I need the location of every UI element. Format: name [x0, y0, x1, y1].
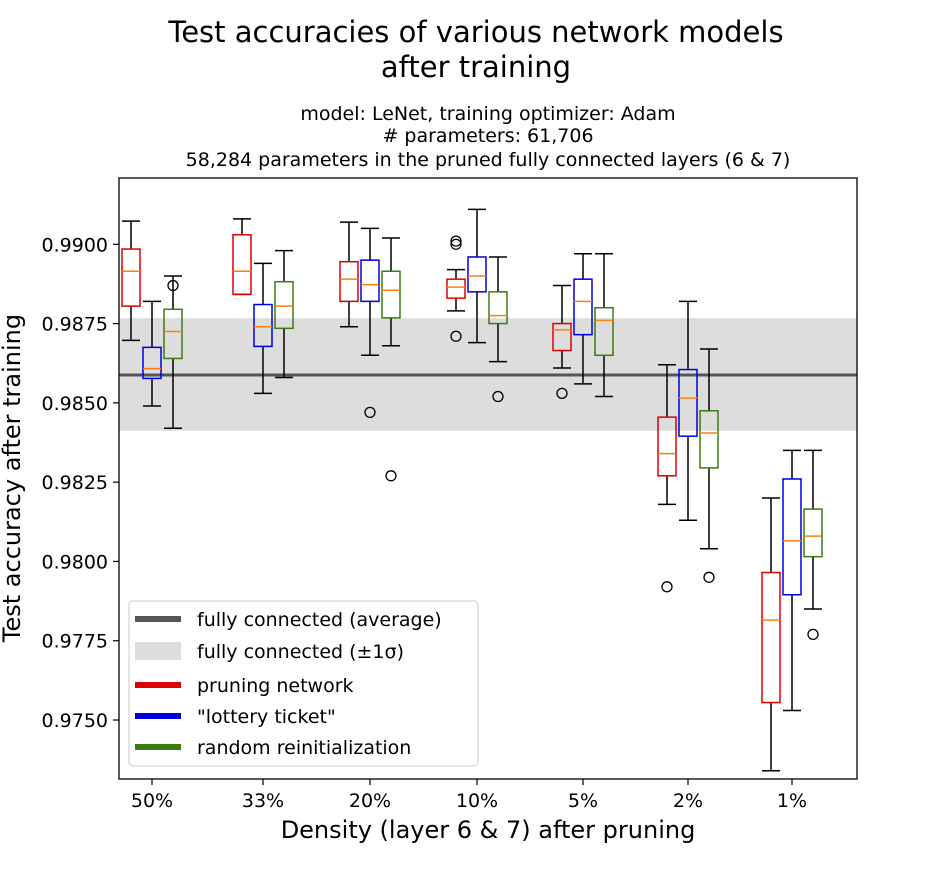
- y-axis-label: Test accuracy after training: [0, 314, 26, 643]
- legend-label: random reinitialization: [197, 737, 411, 759]
- box-iqr: [678, 368, 698, 437]
- flier-point: [364, 406, 376, 419]
- x-tick-label: 50%: [131, 790, 173, 812]
- box-0-3: [446, 235, 466, 342]
- x-tick-label: 33%: [242, 790, 284, 812]
- box-iqr: [699, 410, 719, 469]
- box-0-0: [121, 220, 141, 342]
- x-tick-label: 2%: [673, 790, 703, 812]
- y-tick-label: 0.9800: [42, 551, 108, 573]
- box-iqr: [446, 278, 466, 299]
- box-0-2: [339, 221, 359, 328]
- box-iqr: [594, 306, 614, 357]
- chart-subtitle-line1: model: LeNet, training optimizer: Adam: [300, 103, 675, 125]
- box-iqr: [761, 571, 781, 704]
- legend-label: "lottery ticket": [197, 706, 336, 728]
- box-iqr: [253, 303, 273, 348]
- box-2-1: [274, 249, 294, 379]
- box-iqr: [381, 270, 401, 319]
- legend-label: fully connected (±1σ): [197, 641, 404, 663]
- box-2-0: [163, 275, 183, 429]
- y-tick-label: 0.9900: [42, 234, 108, 256]
- box-iqr: [782, 478, 802, 596]
- legend-label: fully connected (average): [197, 609, 442, 631]
- chart-subtitle-line2: # parameters: 61,706: [382, 125, 593, 147]
- box-iqr: [467, 256, 487, 293]
- plot-frame: [118, 177, 858, 780]
- box-iqr: [488, 291, 508, 325]
- y-tick-label: 0.9750: [42, 710, 108, 732]
- y-tick-label: 0.9825: [42, 472, 108, 494]
- box-1-2: [360, 227, 380, 419]
- box-2-2: [381, 237, 401, 482]
- box-0-6: [761, 497, 781, 772]
- legend-box: [128, 600, 479, 767]
- chart-title-line2: after training: [381, 50, 571, 84]
- box-1-3: [467, 208, 487, 344]
- box-iqr: [803, 508, 823, 558]
- box-iqr: [274, 280, 294, 330]
- box-1-0: [142, 300, 162, 407]
- flier-point: [167, 279, 179, 292]
- box-0-4: [552, 284, 572, 399]
- box-iqr: [163, 308, 183, 360]
- flier-point: [807, 628, 819, 641]
- flier-point: [385, 470, 397, 482]
- box-iqr: [121, 248, 141, 307]
- box-0-5: [657, 364, 677, 593]
- flier-point: [703, 571, 715, 583]
- box-iqr: [339, 260, 359, 303]
- x-tick-label: 10%: [456, 790, 498, 812]
- flier-point: [450, 330, 462, 342]
- box-2-6: [803, 449, 823, 641]
- box-iqr: [142, 346, 162, 380]
- box-1-5: [678, 300, 698, 521]
- flier-point: [492, 390, 504, 403]
- y-tick-label: 0.9850: [42, 393, 108, 415]
- box-2-3: [488, 256, 508, 403]
- x-axis-label: Density (layer 6 & 7) after pruning: [281, 816, 696, 844]
- x-tick-label: 5%: [568, 790, 598, 812]
- box-iqr: [552, 322, 572, 352]
- flier-point: [661, 581, 673, 593]
- box-iqr: [232, 234, 252, 296]
- box-2-4: [594, 253, 614, 398]
- box-2-5: [699, 348, 719, 583]
- legend-swatch-band: [135, 642, 181, 660]
- chart-subtitle-line3: 58,284 parameters in the pruned fully co…: [186, 149, 791, 171]
- chart-title-line1: Test accuracies of various network model…: [167, 15, 783, 49]
- box-iqr: [573, 278, 593, 336]
- box-1-6: [782, 449, 802, 712]
- box-1-4: [573, 253, 593, 385]
- box-1-1: [253, 262, 273, 395]
- flier-point: [450, 238, 462, 250]
- y-tick-label: 0.9875: [42, 314, 108, 336]
- flier-point: [556, 387, 568, 399]
- x-tick-label: 20%: [349, 790, 391, 812]
- box-0-1: [232, 218, 252, 296]
- flier-point: [450, 235, 462, 247]
- legend-label: pruning network: [197, 675, 354, 697]
- y-tick-label: 0.9775: [42, 631, 108, 653]
- box-iqr: [657, 416, 677, 477]
- box-iqr: [360, 259, 380, 303]
- x-tick-label: 1%: [777, 790, 807, 812]
